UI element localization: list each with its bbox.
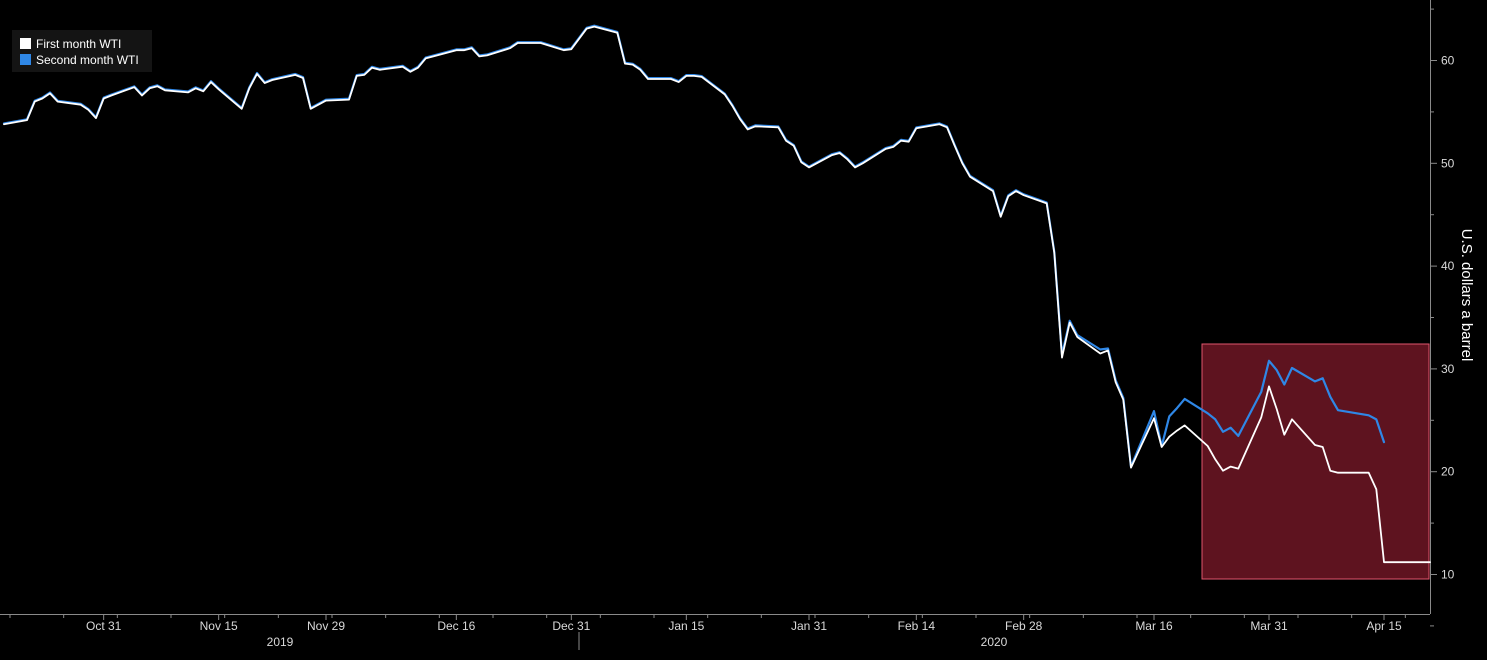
- legend-swatch: [20, 38, 31, 49]
- y-tick-label: 20: [1441, 465, 1455, 479]
- x-tick-label: Jan 15: [668, 619, 704, 633]
- series-line-second-month-wti: [2, 24, 1386, 468]
- y-tick-label: 50: [1441, 156, 1455, 170]
- y-tick-label: 10: [1441, 568, 1455, 582]
- series-line-first-month-wti: [3, 25, 1431, 564]
- y-tick-label: 30: [1441, 362, 1455, 376]
- x-tick-label: Mar 16: [1135, 619, 1173, 633]
- legend-label: First month WTI: [36, 37, 121, 51]
- x-tick-label: Apr 15: [1366, 619, 1402, 633]
- x-tick-label: Nov 15: [200, 619, 238, 633]
- legend-box: [12, 30, 152, 72]
- series-group-second-month: [2, 24, 1386, 468]
- x-tick-label: Feb 14: [898, 619, 936, 633]
- year-label: 2020: [981, 635, 1008, 649]
- legend-swatch: [20, 54, 31, 65]
- y-tick-label: 60: [1441, 54, 1455, 68]
- legend-label: Second month WTI: [36, 53, 139, 67]
- y-axis-label: U.S. dollars a barrel: [1458, 229, 1475, 362]
- x-tick-label: Feb 28: [1005, 619, 1043, 633]
- x-tick-label: Dec 31: [552, 619, 590, 633]
- x-tick-label: Mar 31: [1250, 619, 1288, 633]
- x-tick-label: Dec 16: [437, 619, 475, 633]
- x-tick-label: Jan 31: [791, 619, 827, 633]
- y-tick-label: 40: [1441, 259, 1455, 273]
- x-tick-label: Nov 29: [307, 619, 345, 633]
- year-label: 2019: [267, 635, 294, 649]
- x-tick-label: Oct 31: [86, 619, 122, 633]
- highlight-box: [1201, 343, 1430, 580]
